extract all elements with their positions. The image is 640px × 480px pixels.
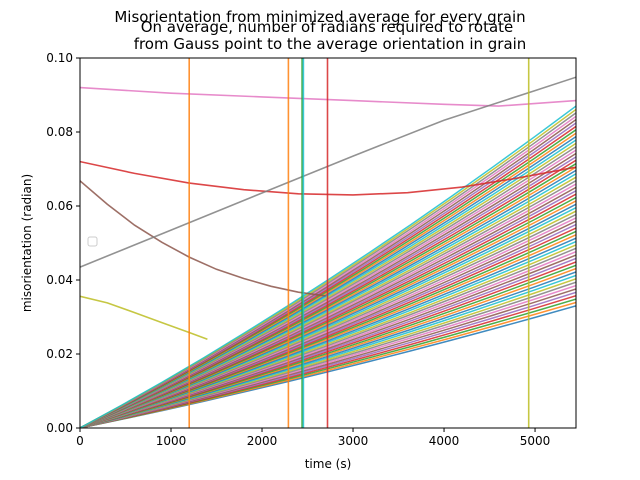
y-tick-label: 0.04 xyxy=(46,273,73,287)
y-tick-label: 0.10 xyxy=(46,51,73,65)
x-tick-label: 3000 xyxy=(338,434,369,448)
x-tick-label: 4000 xyxy=(429,434,460,448)
chart-subtitle-line2: from Gauss point to the average orientat… xyxy=(134,35,527,53)
series-line-2 xyxy=(80,160,576,196)
x-tick-label: 5000 xyxy=(520,434,551,448)
series-line-4 xyxy=(80,76,576,268)
y-tick-label: 0.08 xyxy=(46,125,73,139)
y-axis: 0.00 0.02 0.04 0.06 0.08 0.10 xyxy=(46,51,80,435)
series-line-3 xyxy=(80,180,326,297)
x-tick-label: 2000 xyxy=(247,434,278,448)
series-line-1 xyxy=(80,86,576,107)
chart-subtitle-line1: On average, number of radians required t… xyxy=(141,18,514,36)
legend-box xyxy=(87,236,98,247)
y-tick-label: 0.02 xyxy=(46,347,73,361)
axes-frame xyxy=(79,57,577,429)
series-line-5 xyxy=(80,295,208,340)
y-tick-label: 0.00 xyxy=(46,421,73,435)
x-tick-label: 0 xyxy=(76,434,84,448)
y-tick-label: 0.06 xyxy=(46,199,73,213)
x-axis-label: time (s) xyxy=(305,457,352,471)
y-axis-label: misorientation (radian) xyxy=(20,174,34,312)
chart-title: Misorientation from minimized average fo… xyxy=(114,8,525,26)
x-axis: 0 1000 2000 3000 4000 5000 xyxy=(76,428,550,448)
x-tick-label: 1000 xyxy=(156,434,187,448)
plot-area xyxy=(80,58,576,428)
